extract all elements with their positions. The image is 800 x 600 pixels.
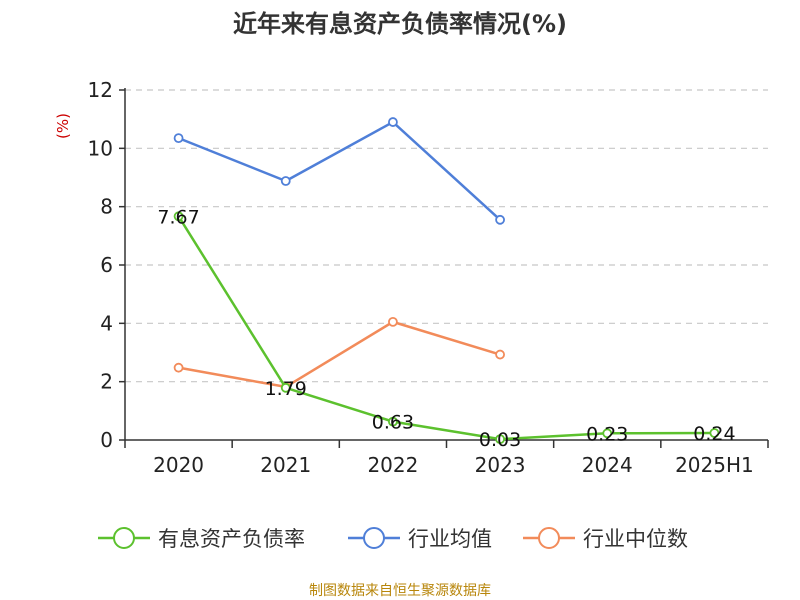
legend-marker-icon [538, 527, 560, 549]
series-point-0 [495, 434, 505, 445]
y-tick-label: 8 [100, 195, 113, 219]
x-tick-label: 2024 [582, 453, 633, 477]
data-label: 0.24 [693, 423, 735, 445]
data-labels: 7.67 1.79 0.63 0.03 0.23 0.24 [157, 206, 735, 451]
x-tick-label: 2023 [475, 453, 526, 477]
data-label: 0.23 [586, 423, 628, 445]
legend-item-1: 行业均值 [348, 527, 492, 551]
y-axis-unit-label: (%) [54, 113, 72, 139]
axes: 0 2 4 6 8 10 12 2020 2021 2022 2023 2024 2025H1 [88, 78, 769, 477]
series-point-0 [388, 416, 398, 427]
legend-marker-icon [113, 527, 135, 549]
legend: 有息资产负债率 行业均值 行业中位数 [98, 527, 688, 551]
series-point-0 [280, 382, 291, 393]
x-tick-label: 2022 [367, 453, 418, 477]
series-line-2 [178, 320, 501, 389]
series-line-0 [177, 215, 715, 441]
legend-label: 行业均值 [408, 527, 492, 551]
data-label: 0.03 [479, 429, 521, 451]
source-note: 制图数据来自恒生聚源数据库 [309, 583, 491, 599]
series-point-0 [709, 428, 720, 438]
data-label: 1.79 [265, 378, 307, 400]
data-label: 0.63 [372, 412, 414, 434]
series-point-2 [495, 349, 505, 360]
chart-title: 近年来有息资产负债率情况(%) [233, 10, 567, 38]
series-point-2 [173, 362, 184, 373]
legend-item-0: 有息资产负债率 [98, 527, 305, 551]
series-point-1 [173, 133, 184, 144]
x-tick-label: 2020 [153, 453, 204, 477]
x-tick-label: 2021 [260, 453, 311, 477]
legend-item-2: 行业中位数 [523, 527, 688, 551]
grid-lines [125, 89, 768, 383]
y-tick-label: 2 [100, 370, 113, 394]
y-tick-label: 4 [100, 311, 113, 335]
data-label: 7.67 [157, 206, 199, 228]
series-point-2 [388, 316, 398, 327]
legend-marker-icon [363, 527, 385, 549]
series-point-1 [388, 117, 398, 127]
legend-label: 有息资产负债率 [158, 527, 305, 551]
series-point-0 [173, 211, 184, 222]
legend-label: 行业中位数 [583, 527, 688, 551]
series-point-1 [280, 176, 291, 186]
y-tick-label: 12 [88, 78, 113, 102]
y-tick-label: 6 [100, 253, 113, 277]
y-tick-label: 10 [88, 136, 113, 160]
series-point-1 [495, 214, 505, 225]
series-point-0 [602, 428, 613, 439]
series-line-1 [178, 120, 501, 221]
x-tick-label: 2025H1 [675, 453, 754, 477]
y-tick-label: 0 [100, 428, 113, 452]
series-lines [173, 117, 720, 445]
